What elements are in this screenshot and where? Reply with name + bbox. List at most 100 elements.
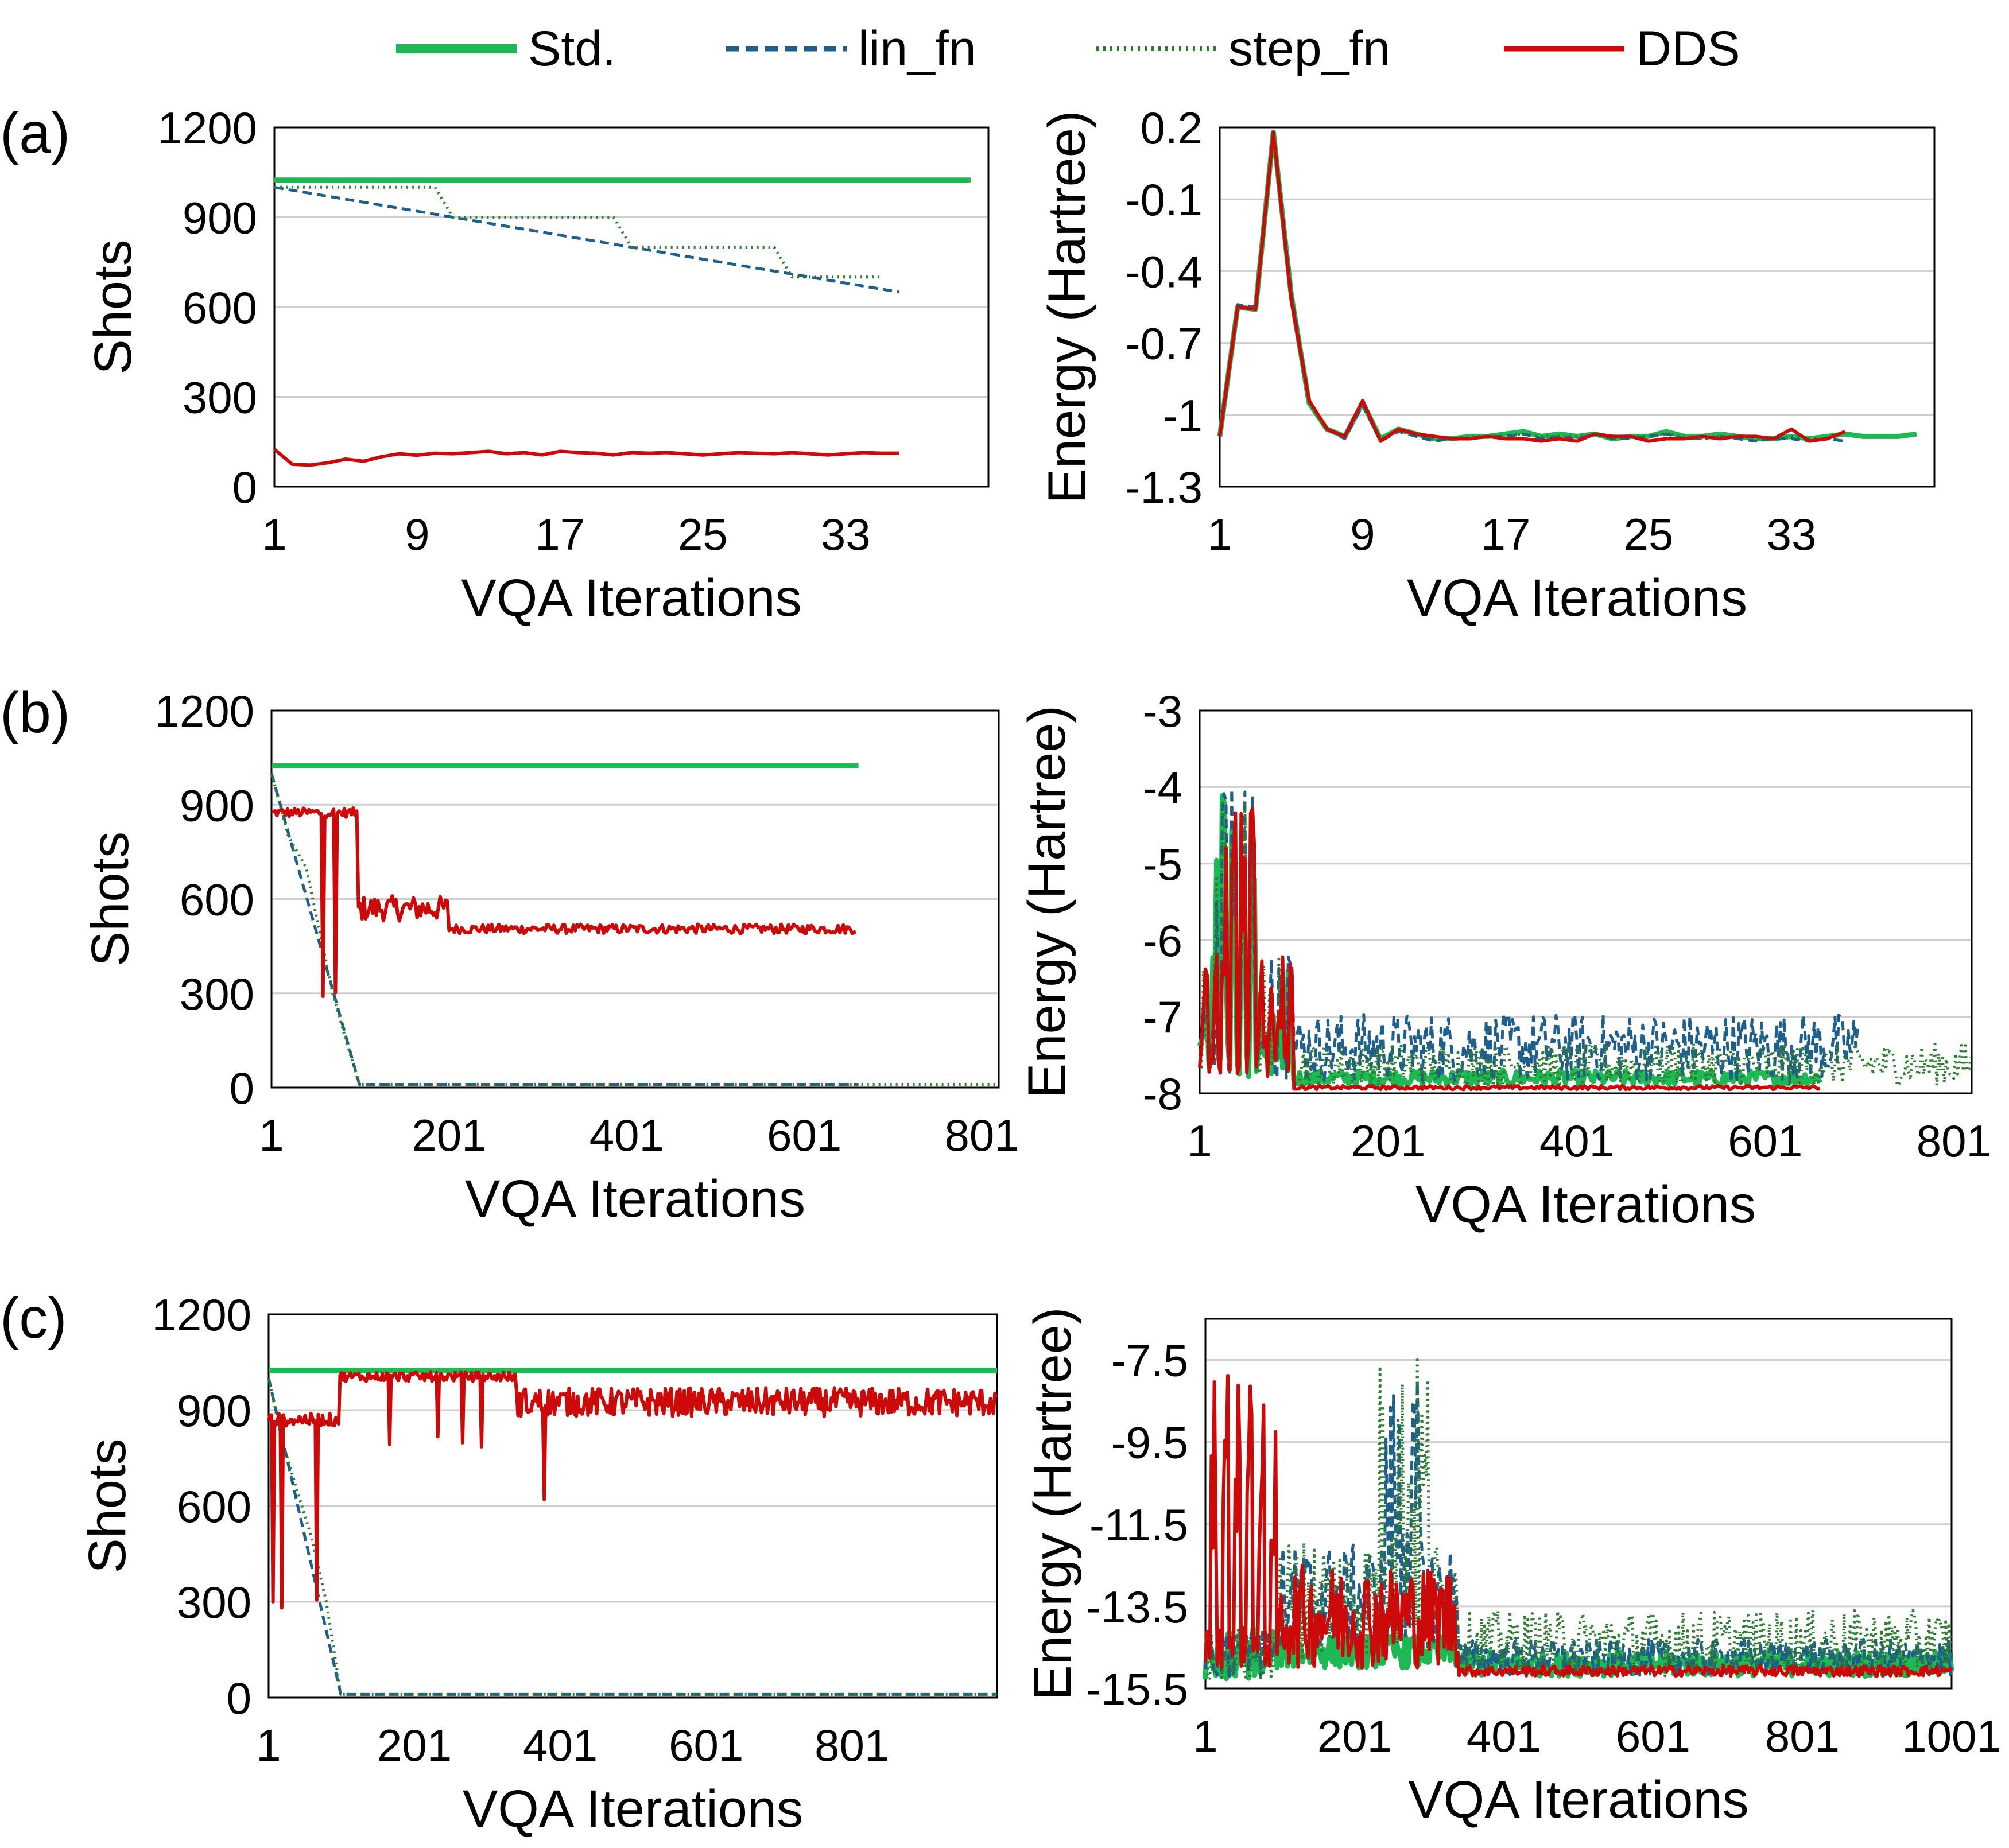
legend-label-dds: DDS — [1636, 21, 1740, 76]
x-tick-label: 1 — [1193, 1711, 1217, 1761]
x-tick-label: 25 — [1624, 509, 1674, 560]
series-line-lin — [1198, 788, 1859, 1084]
x-axis-label: VQA Iterations — [463, 1780, 803, 1838]
plot-frame — [267, 1313, 998, 1699]
y-tick-label: 0 — [227, 1673, 251, 1723]
series-line-dds — [273, 448, 899, 467]
x-tick-label: 1001 — [1902, 1711, 2002, 1761]
plot-frame — [273, 126, 990, 488]
y-axis-label: Energy (Hartree) — [1023, 1307, 1082, 1700]
x-tick-label: 1 — [256, 1720, 281, 1771]
y-tick-label: 0.2 — [1141, 103, 1203, 153]
x-tick-label: 601 — [1616, 1711, 1690, 1761]
y-tick-label: 600 — [183, 282, 257, 333]
x-tick-label: 601 — [1728, 1116, 1802, 1166]
y-tick-label: -4 — [1143, 762, 1182, 813]
y-tick-label: -9.5 — [1111, 1418, 1188, 1468]
series-line-lin — [274, 185, 899, 294]
x-axis-label: VQA Iterations — [461, 569, 801, 627]
series-line-lin — [1218, 130, 1845, 443]
series-line-dds — [267, 1370, 998, 1610]
x-tick-label: 401 — [1539, 1116, 1614, 1166]
x-tick-label: 801 — [815, 1720, 889, 1771]
chart-b-shots: 0 300 600 900 1200 1 201 401 601 801 VQA Iteration… — [81, 686, 1019, 1228]
y-tick-label: -15.5 — [1086, 1664, 1188, 1714]
y-tick-label: 1200 — [154, 686, 254, 736]
y-tick-label: -8 — [1143, 1069, 1182, 1119]
y-tick-label: -3 — [1143, 686, 1182, 736]
y-tick-label: 900 — [180, 780, 254, 830]
x-tick-label: 1 — [259, 1110, 284, 1160]
series-line-lin — [267, 1377, 997, 1696]
x-tick-label: 33 — [821, 509, 871, 560]
x-tick-label: 401 — [589, 1110, 664, 1160]
y-axis-label: Energy (Hartree) — [1038, 110, 1096, 503]
y-tick-label: -11.5 — [1089, 1500, 1188, 1550]
y-tick-label: 600 — [177, 1481, 251, 1532]
y-tick-label: 900 — [177, 1385, 251, 1436]
legend-item-std: Std. — [396, 17, 616, 80]
x-tick-label: 201 — [1317, 1711, 1392, 1761]
y-tick-label: -0.4 — [1126, 246, 1203, 297]
plot-frame — [1199, 709, 1973, 1094]
y-tick-label: 600 — [180, 875, 254, 925]
y-axis-label: Shots — [81, 832, 139, 966]
y-tick-label: -0.7 — [1126, 319, 1203, 369]
series-line-step — [267, 1377, 997, 1696]
x-tick-label: 801 — [945, 1110, 1019, 1160]
y-tick-label: 1200 — [152, 1290, 251, 1340]
x-tick-label: 601 — [669, 1720, 743, 1771]
y-axis-label: Energy (Hartree) — [1018, 705, 1076, 1098]
x-tick-label: 601 — [767, 1110, 841, 1160]
x-tick-label: 9 — [405, 509, 429, 560]
x-axis-label: VQA Iterations — [1407, 569, 1747, 627]
y-tick-label: -1.3 — [1126, 462, 1203, 513]
series-line-lin — [270, 772, 859, 1086]
series-line-dds — [1204, 1373, 1953, 1678]
x-axis-label: VQA Iterations — [1415, 1175, 1756, 1234]
x-tick-label: 1 — [1187, 1116, 1212, 1166]
x-tick-label: 17 — [535, 509, 585, 560]
x-tick-label: 201 — [377, 1720, 452, 1771]
y-tick-label: -7.5 — [1111, 1335, 1188, 1386]
series-line-step — [274, 185, 882, 279]
series-line-step — [1218, 130, 1828, 440]
legend: Std. lin_fn step_fn DDS — [0, 0, 2009, 98]
legend-swatch-std — [396, 44, 517, 53]
chart-a-shots: 0 300 600 900 1200 1 9 17 25 33 VQA Iterations Shot… — [84, 103, 990, 627]
x-tick-label: 17 — [1481, 509, 1531, 560]
x-tick-label: 25 — [678, 509, 728, 560]
y-tick-label: -13.5 — [1086, 1582, 1188, 1632]
y-tick-label: -7 — [1143, 992, 1182, 1043]
chart-c-energy: -7.5 -9.5 -11.5 -13.5 -15.51 201 401 601 801 1001… — [1023, 1307, 2002, 1829]
series-line-step — [270, 772, 999, 1086]
y-axis-label: Shots — [78, 1438, 137, 1573]
x-tick-label: 201 — [412, 1110, 486, 1160]
x-axis-label: VQA Iterations — [465, 1170, 805, 1228]
x-tick-label: 201 — [1351, 1116, 1425, 1166]
y-tick-label: 300 — [183, 372, 257, 423]
legend-label-step: step_fn — [1228, 21, 1391, 76]
legend-item-lin: lin_fn — [726, 17, 976, 80]
y-tick-label: 300 — [180, 969, 254, 1019]
y-tick-label: 1200 — [157, 103, 257, 153]
y-tick-label: -6 — [1143, 915, 1182, 966]
x-tick-label: 401 — [1467, 1711, 1541, 1761]
plot-frame — [1204, 1318, 1953, 1690]
panel-label-a: (a) — [0, 101, 71, 165]
x-tick-label: 1 — [1207, 509, 1232, 560]
legend-item-step: step_fn — [1096, 17, 1390, 80]
y-tick-label: -0.1 — [1126, 174, 1203, 225]
x-tick-label: 1 — [262, 509, 286, 560]
series-line-step — [1198, 800, 1972, 1087]
legend-item-dds: DDS — [1504, 17, 1740, 80]
y-tick-label: 300 — [177, 1577, 251, 1628]
y-tick-label: -1 — [1163, 390, 1203, 441]
x-tick-label: 801 — [1917, 1116, 1991, 1166]
plot-frame — [1219, 126, 1936, 488]
chart-b-energy: -3 -4 -5 -6 -7 -81 201 401 601 801 VQA Iterations E… — [1018, 686, 1991, 1234]
series-line-std — [1217, 129, 1917, 441]
x-tick-label: 401 — [523, 1720, 598, 1771]
x-tick-label: 33 — [1767, 509, 1817, 560]
